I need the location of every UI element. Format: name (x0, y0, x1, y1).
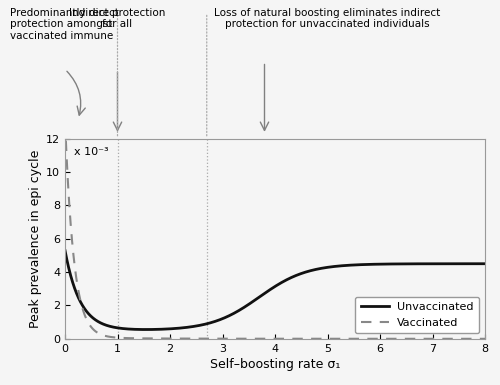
Vaccinated (135, 336, 141, 341)
Unvaccinated (223, 315, 229, 320)
Unvaccinated (143, 327, 149, 332)
Legend: Unvaccinated, Vaccinated: Unvaccinated, Vaccinated (355, 296, 480, 333)
X-axis label: Self–boosting rate σ₁: Self–boosting rate σ₁ (210, 358, 340, 371)
Unvaccinated (428, 261, 434, 266)
Vaccinated (62, 120, 68, 124)
Vaccinated (474, 336, 480, 341)
Text: Indirect protection
for all: Indirect protection for all (70, 8, 166, 29)
Unvaccinated (110, 325, 116, 329)
Text: Predominantly direct
protection amongst
vaccinated immune: Predominantly direct protection amongst … (10, 8, 119, 41)
Vaccinated (110, 335, 116, 340)
Unvaccinated (482, 261, 488, 266)
Text: Loss of natural boosting eliminates indirect
protection for unvaccinated individ: Loss of natural boosting eliminates indi… (214, 8, 440, 29)
Vaccinated (482, 336, 488, 341)
Unvaccinated (242, 305, 248, 310)
Unvaccinated (474, 261, 480, 266)
Y-axis label: Peak prevalence in epi cycle: Peak prevalence in epi cycle (29, 149, 42, 328)
Vaccinated (242, 336, 248, 341)
Vaccinated (223, 336, 229, 341)
Vaccinated (428, 336, 434, 341)
Unvaccinated (62, 248, 68, 253)
Line: Vaccinated: Vaccinated (65, 122, 485, 339)
Text: x 10⁻³: x 10⁻³ (74, 147, 109, 157)
Unvaccinated (135, 327, 141, 332)
Line: Unvaccinated: Unvaccinated (65, 251, 485, 330)
